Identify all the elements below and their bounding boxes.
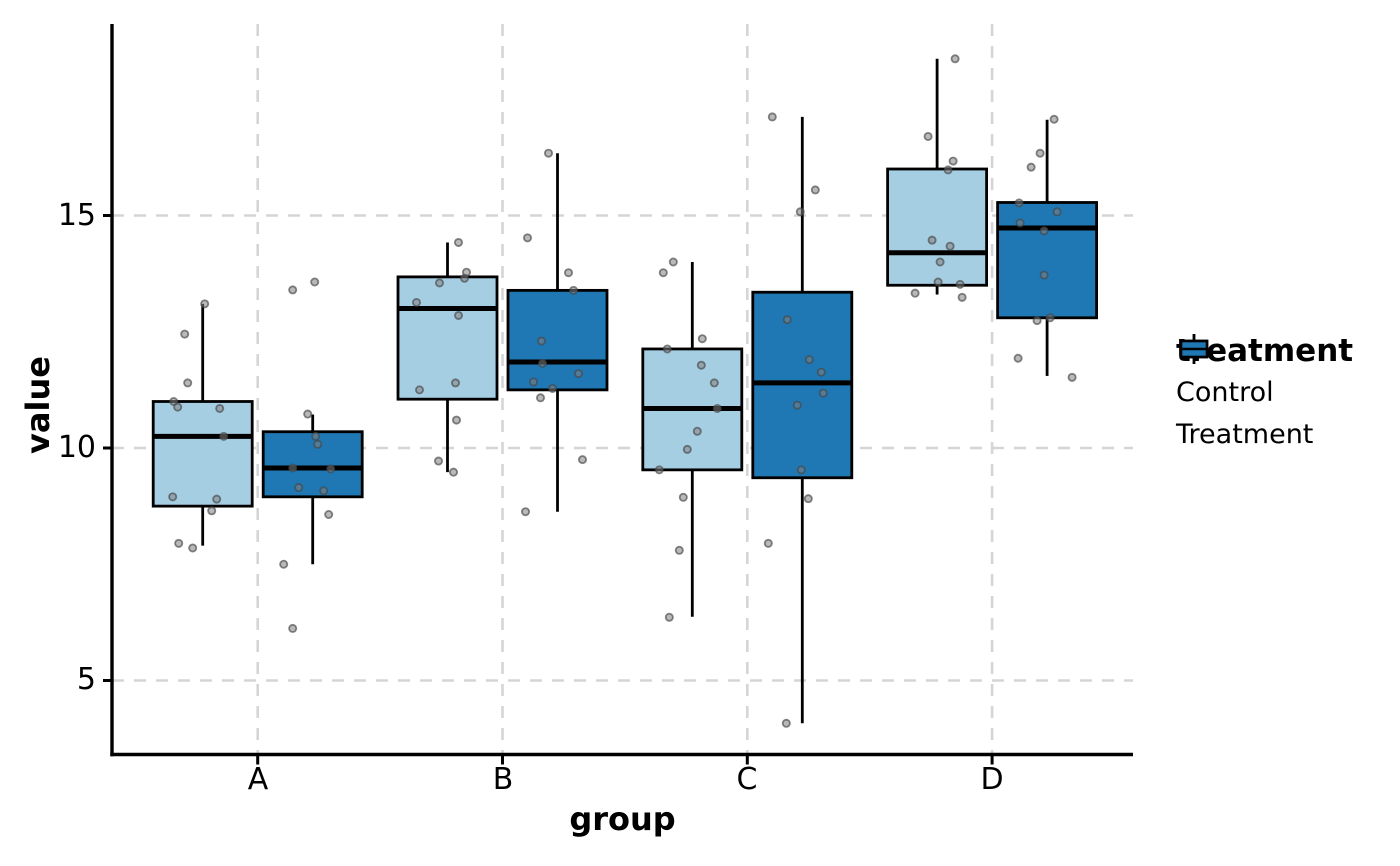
legend-entry-control: Control bbox=[1176, 334, 1400, 412]
y-axis-title: value bbox=[19, 356, 57, 454]
x-tick-label-b: B bbox=[492, 762, 514, 797]
legend-entry-treatment: Treatment bbox=[1176, 334, 1400, 454]
axes bbox=[103, 24, 1133, 765]
legend-label-treatment: Treatment bbox=[1176, 419, 1314, 450]
x-tick-label-d: D bbox=[980, 762, 1004, 797]
gridlines bbox=[112, 24, 1133, 755]
x-tick-label-c: C bbox=[736, 762, 758, 797]
legend: treatment Control Treatment bbox=[1176, 332, 1400, 454]
y-tick-label-15: 15 bbox=[57, 198, 96, 233]
x-tick-label-a: A bbox=[247, 762, 269, 797]
jitter-points bbox=[168, 54, 1077, 728]
y-tick-label-10: 10 bbox=[57, 430, 96, 465]
y-tick-label-5: 5 bbox=[76, 662, 96, 697]
legend-label-control: Control bbox=[1176, 377, 1274, 408]
x-axis-title: group bbox=[569, 800, 676, 838]
boxplots bbox=[151, 58, 1098, 724]
treatment-boxplot-key-icon bbox=[1179, 334, 1209, 364]
